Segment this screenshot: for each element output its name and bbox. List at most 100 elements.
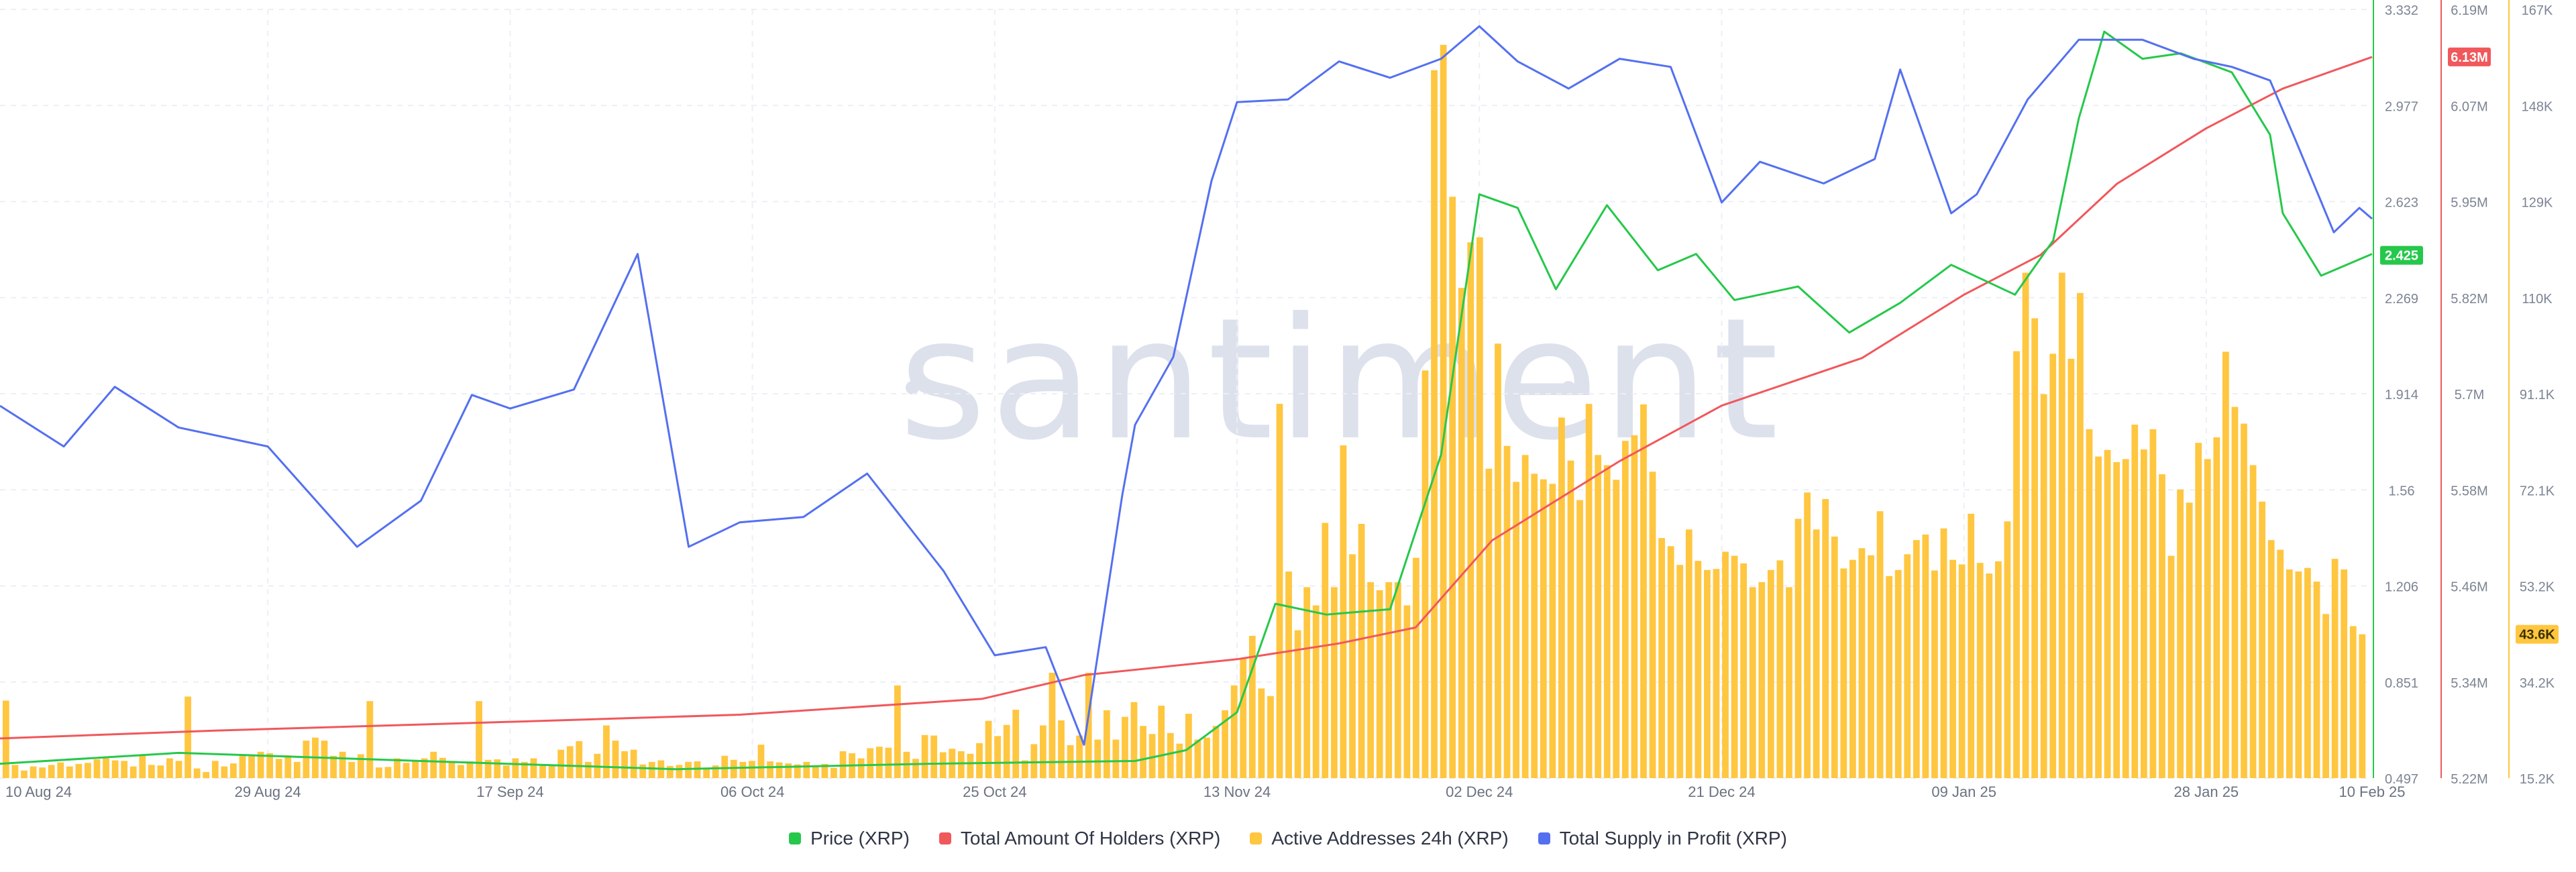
- active-addresses-bar: [2231, 406, 2239, 778]
- price-axis-tick-label: 2.269: [2385, 292, 2418, 307]
- x-axis-tick-label: 10 Feb 25: [2339, 783, 2405, 800]
- holders-axis-tick-label: 5.82M: [2451, 292, 2488, 307]
- active-addresses-bar: [239, 755, 246, 778]
- active-addresses-bar: [1986, 574, 1993, 778]
- price-axis-tick-label: 0.851: [2385, 676, 2418, 691]
- active-addresses-bar: [2149, 429, 2157, 778]
- active-addresses-bar: [1058, 720, 1065, 778]
- active-addresses-bar: [1767, 569, 1774, 778]
- active-addresses-bar: [1076, 735, 1083, 778]
- active-addresses-bar: [111, 760, 119, 778]
- active-addresses-bar: [1140, 726, 1146, 778]
- active-addresses-bar: [448, 761, 455, 778]
- active-addresses-bar: [2049, 353, 2057, 778]
- active-addresses-bar: [875, 747, 883, 778]
- active-addresses-bar: [2131, 425, 2139, 778]
- active-addresses-bar: [1094, 739, 1102, 778]
- price-axis-tick-label: 0.497: [2385, 772, 2418, 787]
- active-addresses-bar: [512, 758, 519, 778]
- legend-label-supply-in-profit: Total Supply in Profit (XRP): [1559, 828, 1787, 849]
- active-addresses-bar: [1649, 472, 1656, 778]
- active-addresses-bar: [1203, 737, 1210, 778]
- active-addresses-bar: [1476, 237, 1483, 778]
- active-addresses-bar: [2195, 443, 2202, 778]
- active-addresses-bar: [803, 761, 810, 778]
- active-axis-tick-label: 34.2K: [2520, 676, 2555, 691]
- active-addresses-bar: [1158, 706, 1165, 778]
- x-axis-tick-label: 17 Sep 24: [476, 783, 543, 800]
- legend-swatch-holders: [938, 832, 951, 844]
- active-addresses-bar: [1403, 605, 1411, 778]
- active-addresses-bar: [1904, 554, 1911, 778]
- active-addresses-bar: [712, 765, 719, 778]
- holders-axis-tick-label: 5.7M: [2455, 388, 2484, 402]
- active-addresses-bar: [1212, 726, 1220, 778]
- active-addresses-bar: [211, 761, 219, 778]
- active-addresses-bar: [1585, 404, 1593, 778]
- active-addresses-bar: [985, 720, 992, 778]
- active-addresses-bar: [1713, 569, 1720, 778]
- active-addresses-bar: [1658, 538, 1665, 778]
- active-addresses-bar: [1421, 370, 1429, 778]
- active-addresses-bar: [921, 734, 928, 778]
- x-axis-tick-label: 02 Dec 24: [1446, 783, 1513, 800]
- active-addresses-bar: [30, 766, 37, 778]
- active-addresses-bar: [767, 761, 773, 778]
- active-addresses-bar: [812, 765, 819, 778]
- total-supply-in-profit-xrp-line: [0, 25, 2373, 746]
- active-addresses-bar: [129, 766, 137, 778]
- active-addresses-bar: [1804, 492, 1811, 778]
- active-addresses-bar: [1513, 482, 1519, 778]
- active-addresses-bar: [2167, 555, 2175, 778]
- legend-item-supply-in-profit[interactable]: Total Supply in Profit (XRP): [1538, 828, 1787, 849]
- active-addresses-bar: [2331, 559, 2339, 778]
- active-addresses-bar: [412, 761, 419, 778]
- active-addresses-bar: [1349, 554, 1356, 778]
- active-addresses-bar: [794, 764, 801, 778]
- active-addresses-bar: [2295, 571, 2302, 778]
- active-addresses-bar: [1103, 710, 1110, 778]
- active-addresses-bar: [421, 758, 428, 778]
- bars-layer: [3, 44, 2366, 779]
- active-addresses-bar: [1176, 743, 1183, 778]
- active-addresses-bar: [730, 759, 737, 778]
- active-addresses-bar: [2249, 465, 2257, 778]
- price-axis-tick-label: 1.56: [2389, 484, 2415, 498]
- active-addresses-bar: [157, 765, 164, 778]
- active-addresses-bar: [930, 735, 938, 778]
- active-addresses-bar: [1194, 739, 1201, 778]
- legend-item-active-addresses[interactable]: Active Addresses 24h (XRP): [1250, 828, 1509, 849]
- active-axis-tick-label: 110K: [2522, 292, 2553, 307]
- active-addresses-bar: [439, 757, 446, 778]
- active-addresses-bar: [402, 763, 410, 778]
- active-addresses-bar: [1112, 739, 1120, 778]
- active-addresses-bar: [2068, 358, 2075, 778]
- active-addresses-bar: [2140, 449, 2147, 778]
- active-addresses-bar: [703, 767, 710, 778]
- active-addresses-bar: [1949, 559, 1956, 778]
- active-addresses-bar: [1521, 455, 1529, 778]
- active-addresses-bar: [2177, 489, 2184, 778]
- legend-item-price[interactable]: Price (XRP): [789, 828, 910, 849]
- active-addresses-bar: [775, 762, 783, 778]
- active-addresses-bar: [1531, 474, 1538, 778]
- active-addresses-bar: [148, 765, 155, 778]
- active-axis-tick-label: 167K: [2522, 3, 2553, 18]
- active-addresses-bar: [2013, 351, 2020, 778]
- active-addresses-bar: [303, 741, 310, 778]
- active-addresses-bar: [1294, 630, 1301, 778]
- active-addresses-bar: [1185, 714, 1192, 778]
- active-addresses-bar: [1085, 672, 1092, 778]
- active-addresses-bar: [494, 759, 501, 778]
- legend-item-holders[interactable]: Total Amount Of Holders (XRP): [938, 828, 1220, 849]
- active-addresses-bar: [166, 758, 173, 778]
- active-addresses-bar: [976, 743, 983, 778]
- watermark-dot-right: [1562, 381, 1575, 394]
- active-addresses-bar: [1695, 561, 1702, 778]
- active-last-value-badge: [2516, 624, 2559, 644]
- active-addresses-bar: [1003, 724, 1010, 778]
- active-addresses-bar: [2259, 501, 2266, 778]
- active-addresses-bar: [1731, 555, 1738, 778]
